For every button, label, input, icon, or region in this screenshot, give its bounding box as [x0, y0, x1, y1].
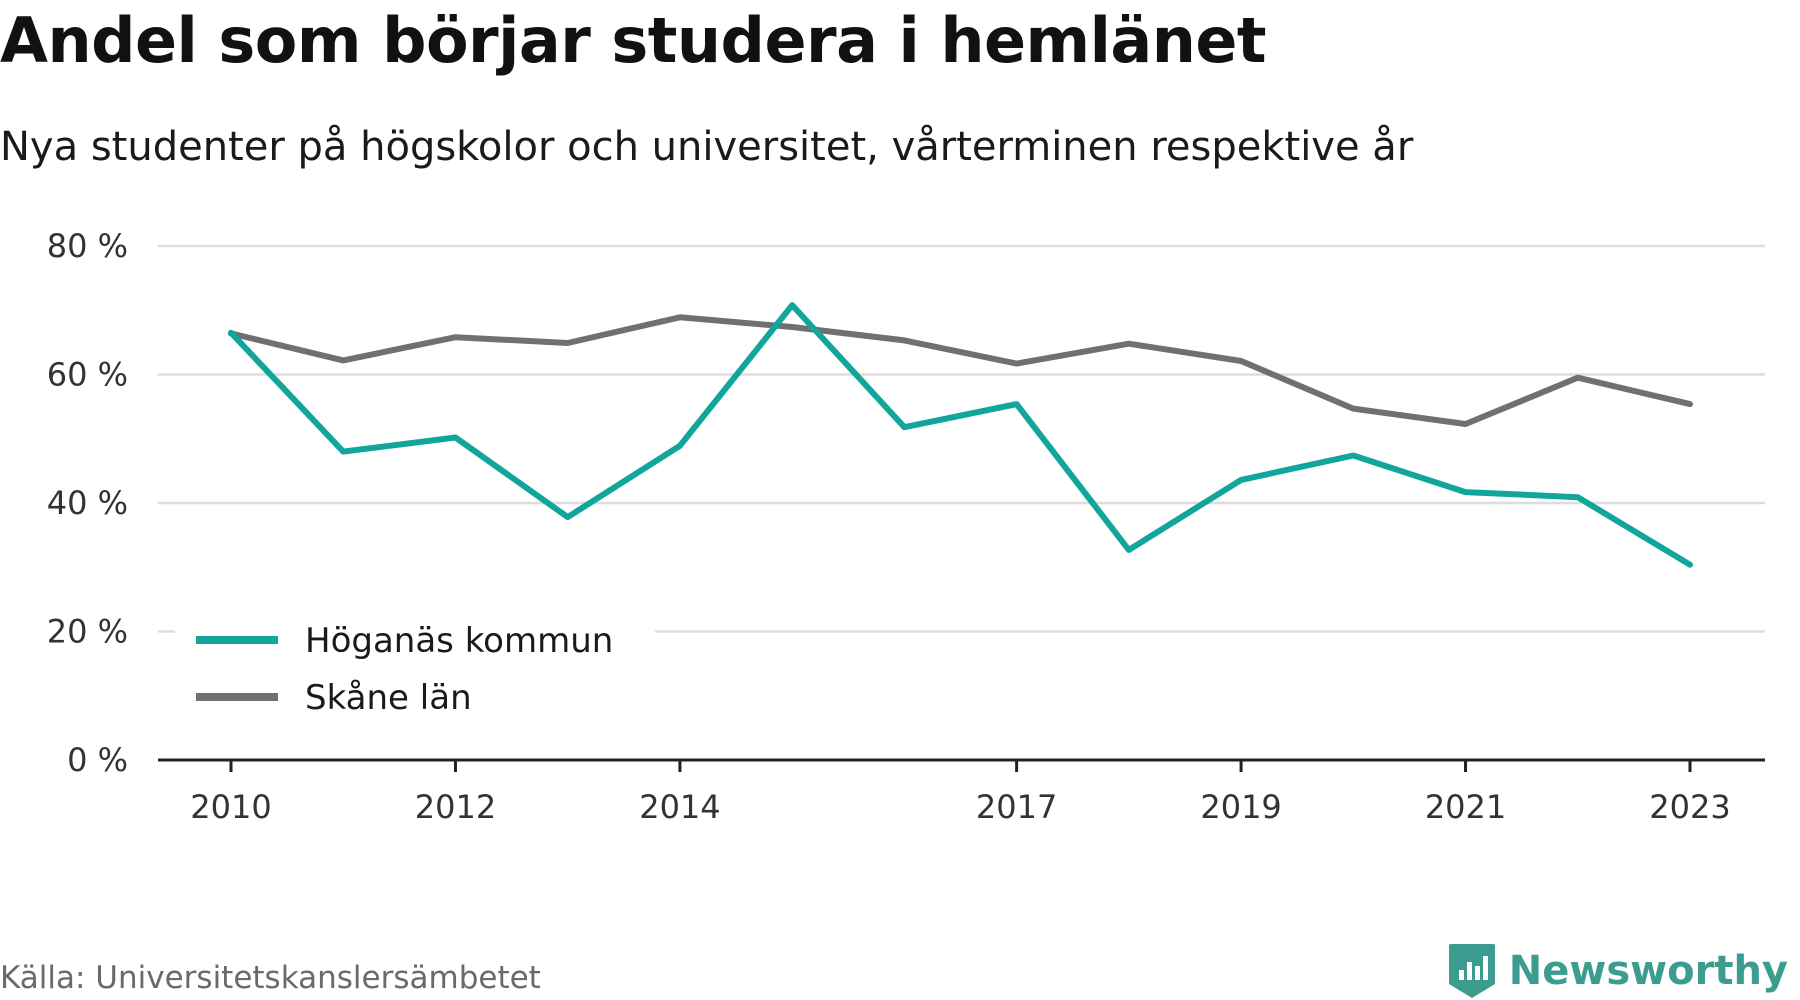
x-tick-label: 2023 [1649, 788, 1730, 826]
y-tick-label: 60 % [47, 356, 128, 394]
y-tick-label: 40 % [47, 484, 128, 522]
gridlines [158, 244, 1765, 633]
brand-name: Newsworthy [1508, 948, 1788, 994]
series-line [228, 314, 1693, 427]
brand-logo: Newsworthy [1447, 942, 1788, 1000]
x-axis: 2010 2012 2014 2017 2019 2021 2023 [158, 758, 1765, 826]
chart-subtitle: Nya studenter på högskolor och universit… [0, 124, 1414, 170]
legend-label: Höganäs kommun [305, 621, 613, 661]
x-tick-label: 2017 [976, 788, 1057, 826]
y-axis-tick-labels: 0 % 20 % 40 % 60 % 80 % [47, 227, 128, 779]
y-tick-label: 0 % [67, 741, 128, 779]
x-tick-label: 2021 [1425, 788, 1506, 826]
series-line [228, 302, 1693, 568]
chart-title: Andel som börjar studera i hemlänet [0, 4, 1267, 77]
legend-label: Skåne län [305, 678, 472, 718]
x-tick-label: 2012 [415, 788, 496, 826]
y-tick-label: 20 % [47, 613, 128, 651]
series-lines [228, 302, 1693, 568]
x-tick-label: 2010 [190, 788, 271, 826]
legend-background [175, 600, 655, 730]
bar-chart-badge-icon [1448, 944, 1495, 998]
legend: Höganäs kommun Skåne län [175, 600, 655, 730]
x-tick-label: 2014 [639, 788, 720, 826]
source-note: Källa: Universitetskanslersämbetet [0, 960, 541, 996]
x-tick-label: 2019 [1200, 788, 1281, 826]
y-tick-label: 80 % [47, 227, 128, 265]
